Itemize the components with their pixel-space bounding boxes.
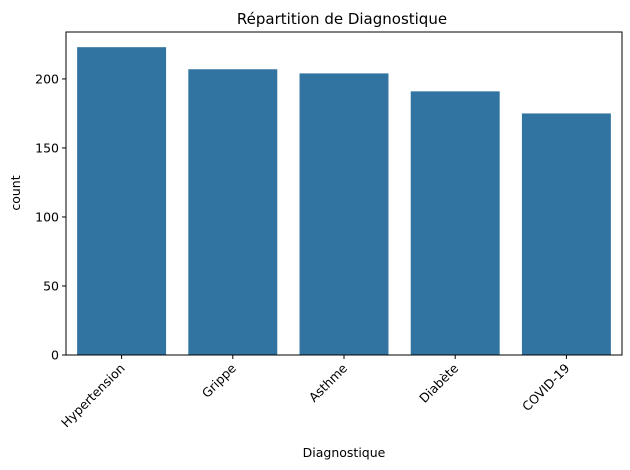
bar-hypertension — [77, 47, 167, 355]
chart-title: Répartition de Diagnostique — [237, 10, 447, 28]
y-axis-title: count — [8, 175, 23, 210]
plot-frame — [65, 31, 623, 356]
x-axis-title: Diagnostique — [303, 445, 386, 460]
y-tick-label: 50 — [43, 278, 59, 293]
bars-group — [77, 47, 611, 356]
bar-diab-te — [410, 91, 500, 355]
y-tick-label: 100 — [35, 209, 59, 224]
y-tick-label: 150 — [35, 140, 59, 155]
bar-grippe — [188, 69, 278, 356]
y-axis-ticks: 0 50 100 150 200 — [35, 71, 66, 363]
y-tick-label: 200 — [35, 71, 59, 86]
bar-asthme — [299, 73, 389, 356]
bar-covid-19 — [521, 113, 611, 355]
y-tick-label: 0 — [51, 348, 59, 363]
